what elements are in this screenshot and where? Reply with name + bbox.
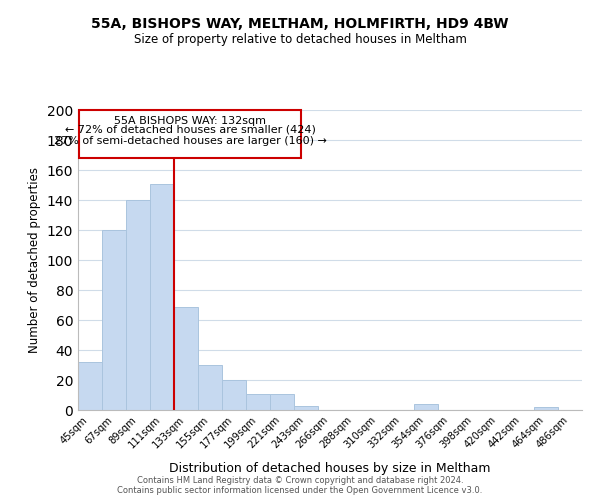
- Y-axis label: Number of detached properties: Number of detached properties: [28, 167, 41, 353]
- Text: Contains public sector information licensed under the Open Government Licence v3: Contains public sector information licen…: [118, 486, 482, 495]
- Bar: [79, 110, 301, 158]
- Bar: [174, 306, 198, 410]
- Text: ← 72% of detached houses are smaller (424): ← 72% of detached houses are smaller (42…: [65, 125, 316, 135]
- Bar: [102, 230, 126, 410]
- Bar: [222, 380, 246, 410]
- X-axis label: Distribution of detached houses by size in Meltham: Distribution of detached houses by size …: [169, 462, 491, 474]
- Bar: [78, 362, 102, 410]
- Bar: [270, 394, 294, 410]
- Bar: [150, 184, 174, 410]
- Bar: [198, 365, 222, 410]
- Text: 55A, BISHOPS WAY, MELTHAM, HOLMFIRTH, HD9 4BW: 55A, BISHOPS WAY, MELTHAM, HOLMFIRTH, HD…: [91, 18, 509, 32]
- Text: Contains HM Land Registry data © Crown copyright and database right 2024.: Contains HM Land Registry data © Crown c…: [137, 476, 463, 485]
- Bar: [414, 404, 438, 410]
- Bar: [534, 407, 558, 410]
- Bar: [126, 200, 150, 410]
- Text: 27% of semi-detached houses are larger (160) →: 27% of semi-detached houses are larger (…: [54, 136, 326, 145]
- Text: Size of property relative to detached houses in Meltham: Size of property relative to detached ho…: [134, 32, 466, 46]
- Text: 55A BISHOPS WAY: 132sqm: 55A BISHOPS WAY: 132sqm: [114, 116, 266, 126]
- Bar: [294, 406, 318, 410]
- Bar: [246, 394, 270, 410]
